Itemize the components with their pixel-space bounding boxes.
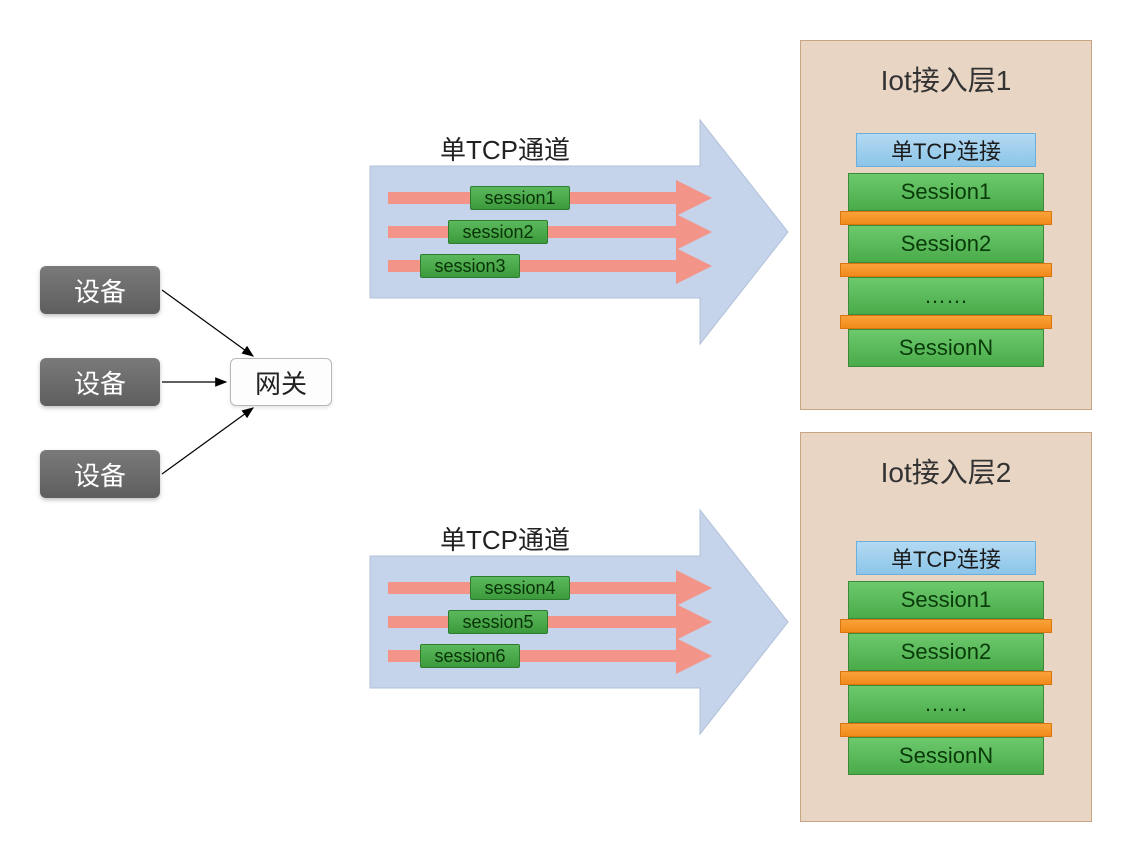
device-node-3: 设备: [40, 450, 160, 498]
iot-panel-1: Iot接入层1 单TCP连接 Session1 Session2 …… Sess…: [800, 40, 1092, 410]
orange-strip: [840, 723, 1052, 737]
edge-device3-gateway: [162, 408, 253, 474]
session-box-ellipsis: ……: [848, 277, 1044, 315]
channel-label-1: 单TCP通道: [440, 130, 570, 167]
session-box-1: Session1: [848, 173, 1044, 211]
tcp-conn-label: 单TCP连接: [891, 134, 1001, 166]
orange-strip: [840, 671, 1052, 685]
session-tag-1: session1: [470, 186, 570, 210]
orange-strip: [840, 619, 1052, 633]
channel-label-2: 单TCP通道: [440, 520, 570, 557]
orange-strip: [840, 263, 1052, 277]
session-tag-label: session6: [434, 646, 505, 667]
session-box-label: SessionN: [899, 743, 993, 769]
iot-panel-2: Iot接入层2 单TCP连接 Session1 Session2 …… Sess…: [800, 432, 1092, 822]
session-box-1: Session1: [848, 581, 1044, 619]
tcp-conn-label: 单TCP连接: [891, 542, 1001, 574]
session-box-n: SessionN: [848, 329, 1044, 367]
session-tag-5: session5: [448, 610, 548, 634]
session-box-label: ……: [924, 283, 968, 309]
device-label: 设备: [74, 272, 126, 309]
iot-panel-title: Iot接入层2: [801, 451, 1091, 491]
session-tag-label: session4: [484, 578, 555, 599]
session-tag-label: session2: [462, 222, 533, 243]
session-tag-6: session6: [420, 644, 520, 668]
session-tag-label: session1: [484, 188, 555, 209]
session-tag-label: session3: [434, 256, 505, 277]
session-box-label: Session1: [901, 587, 992, 613]
orange-strip: [840, 211, 1052, 225]
tcp-connection-box: 单TCP连接: [856, 541, 1036, 575]
device-label: 设备: [74, 364, 126, 401]
device-label: 设备: [74, 456, 126, 493]
session-box-2: Session2: [848, 225, 1044, 263]
orange-strip: [840, 315, 1052, 329]
session-tag-2: session2: [448, 220, 548, 244]
session-box-label: Session2: [901, 639, 992, 665]
gateway-node: 网关: [230, 358, 332, 406]
session-box-label: ……: [924, 691, 968, 717]
session-box-label: Session2: [901, 231, 992, 257]
session-tag-4: session4: [470, 576, 570, 600]
session-tag-label: session5: [462, 612, 533, 633]
edge-device1-gateway: [162, 290, 253, 356]
session-box-n: SessionN: [848, 737, 1044, 775]
session-box-2: Session2: [848, 633, 1044, 671]
session-box-label: Session1: [901, 179, 992, 205]
session-box-label: SessionN: [899, 335, 993, 361]
device-node-1: 设备: [40, 266, 160, 314]
session-tag-3: session3: [420, 254, 520, 278]
iot-panel-title: Iot接入层1: [801, 59, 1091, 99]
gateway-label: 网关: [255, 364, 307, 401]
device-node-2: 设备: [40, 358, 160, 406]
tcp-connection-box: 单TCP连接: [856, 133, 1036, 167]
session-box-ellipsis: ……: [848, 685, 1044, 723]
